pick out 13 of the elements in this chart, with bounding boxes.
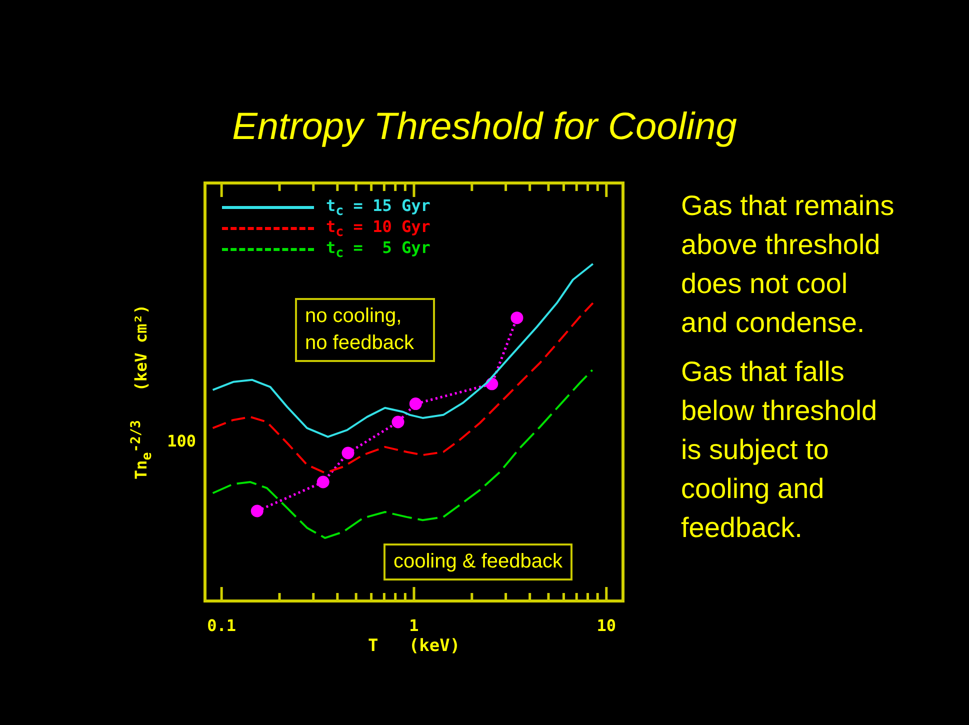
text: t$_{c}$ = 15 Gyr xyxy=(326,196,430,220)
text: Gas that falls below threshold is subject to cooling and feedback. xyxy=(681,355,878,545)
x-tick-label: 1 xyxy=(409,616,419,635)
x-tick-label: 10 xyxy=(596,616,616,635)
text: Gas that remains above threshold does not cool and condense. xyxy=(681,189,896,340)
x-axis-title: T (keV) xyxy=(366,636,462,656)
text: 100 xyxy=(167,432,196,450)
x-tick-label: 0.1 xyxy=(207,616,236,635)
text: t$_{c}$ = 5 Gyr xyxy=(326,238,430,262)
chart-title: Entropy Threshold for Cooling xyxy=(231,106,738,149)
text: t$_{c}$ = 10 Gyr xyxy=(326,216,430,240)
annotation: no cooling, no feedback xyxy=(295,298,435,362)
annotation: cooling & feedback xyxy=(383,544,573,580)
